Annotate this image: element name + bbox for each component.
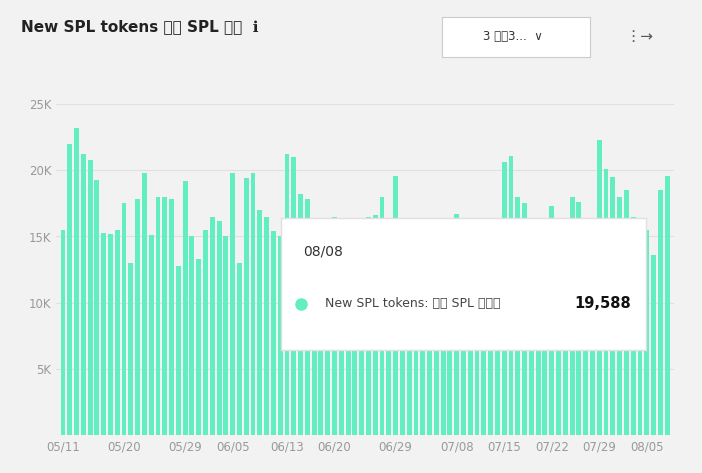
Bar [630,217,635,435]
Bar [115,230,120,435]
Bar [135,200,140,435]
Bar [271,231,276,435]
Bar [576,202,581,435]
Bar [278,236,283,435]
Bar [482,235,486,435]
Text: 3 个月3...  ∨: 3 个月3... ∨ [483,30,543,43]
Text: New SPL tokens 新的 SPL 代币  ℹ: New SPL tokens 新的 SPL 代币 ℹ [21,19,258,34]
Bar [60,230,65,435]
Bar [149,235,154,435]
Bar [590,238,595,435]
Bar [251,173,256,435]
Bar [413,226,418,435]
Bar [162,197,167,435]
Bar [637,226,642,435]
Bar [536,233,541,435]
Bar [447,223,452,435]
Bar [461,219,466,435]
Bar [284,154,289,435]
Bar [332,217,337,435]
Bar [488,239,493,435]
Bar [258,210,263,435]
Bar [386,223,391,435]
Bar [190,236,194,435]
Bar [373,215,378,435]
Bar [543,234,548,435]
Bar [400,236,405,435]
Bar [529,247,534,435]
Bar [339,236,344,435]
Bar [67,144,72,435]
Bar [610,177,615,435]
Bar [406,220,411,435]
Bar [597,140,602,435]
Bar [319,233,324,435]
Bar [434,223,439,435]
Bar [291,157,296,435]
Bar [658,190,663,435]
Bar [644,230,649,435]
Bar [345,247,350,435]
Bar [651,255,656,435]
Bar [108,234,113,435]
Bar [121,203,126,435]
Bar [475,222,479,435]
Bar [366,217,371,435]
Bar [515,197,520,435]
Bar [325,236,330,435]
Bar [298,194,303,435]
Bar [441,223,446,435]
Bar [380,197,385,435]
Bar [468,220,472,435]
Bar [264,217,269,435]
Bar [169,200,174,435]
Bar [454,214,459,435]
Bar [352,236,357,435]
Bar [583,225,588,435]
Bar [549,206,554,435]
Bar [217,220,222,435]
Bar [223,236,228,435]
Text: New SPL tokens: 新的 SPL 令牌：: New SPL tokens: 新的 SPL 令牌： [324,297,500,310]
Bar [210,217,215,435]
Bar [617,197,622,435]
Bar [230,173,235,435]
Bar [569,197,574,435]
Text: 08/08: 08/08 [303,244,343,258]
Bar [427,223,432,435]
Text: 19,588: 19,588 [574,296,631,311]
Bar [81,154,86,435]
Bar [420,223,425,435]
Bar [305,200,310,435]
Bar [237,263,242,435]
Bar [624,190,629,435]
Bar [563,270,568,435]
Bar [502,162,507,435]
Bar [556,270,561,435]
Text: ⋮→: ⋮→ [625,29,653,44]
Bar [359,228,364,435]
Bar [95,180,100,435]
Bar [244,178,249,435]
Bar [176,266,181,435]
Bar [393,175,398,435]
Bar [88,160,93,435]
Bar [74,128,79,435]
Bar [522,203,527,435]
Bar [312,223,317,435]
Bar [665,176,670,435]
Bar [183,181,187,435]
Bar [142,173,147,435]
Bar [508,156,513,435]
Bar [156,197,161,435]
Bar [197,259,201,435]
Bar [101,233,106,435]
Bar [604,169,609,435]
Bar [128,263,133,435]
Bar [495,242,500,435]
Bar [203,230,208,435]
